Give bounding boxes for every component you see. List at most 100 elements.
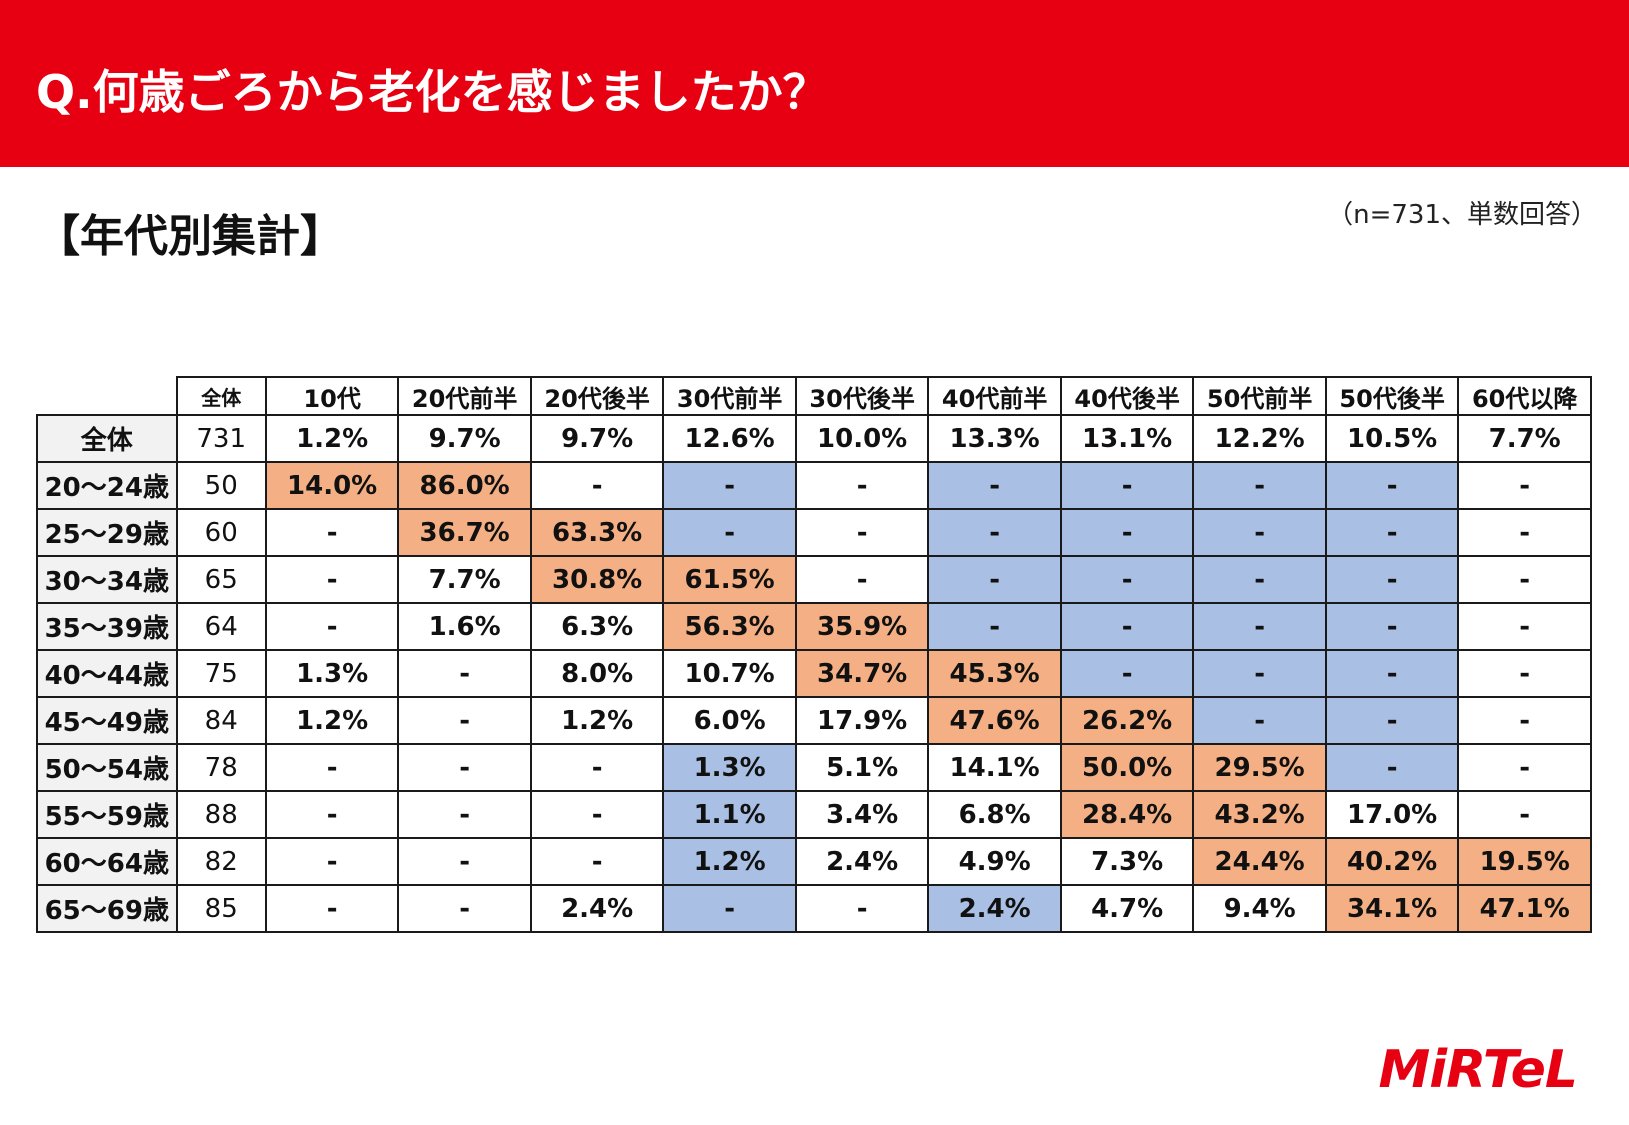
column-header-row: 全体 10代 20代前半 20代後半 30代前半 30代後半 40代前半 40代後半 50代前半… (37, 376, 1592, 416)
value-cell: 1.1% (662, 790, 797, 839)
value-cell: - (264, 602, 400, 651)
sample-count-cell: 75 (175, 649, 267, 698)
column-header: 60代以降 (1457, 376, 1592, 416)
column-header: 40代後半 (1059, 376, 1195, 416)
value-cell: 61.5% (662, 555, 797, 604)
total-row: 全体 731 1.2% 9.7% 9.7% 12.6% 10.0% 13.3% 13.1% 12.… (36, 414, 1592, 463)
value-cell: 12.6% (662, 414, 797, 463)
value-cell: - (1457, 649, 1592, 698)
row-label: 60～64歳 (36, 837, 178, 886)
value-cell: 4.7% (1059, 884, 1195, 933)
value-cell: 4.9% (927, 837, 1062, 886)
sample-count-cell: 82 (175, 837, 267, 886)
value-cell: - (264, 743, 400, 792)
brand-logo: MiRTeL (1378, 1040, 1578, 1100)
value-cell: - (264, 555, 400, 604)
value-cell: - (1324, 649, 1460, 698)
value-cell: 7.3% (1059, 837, 1195, 886)
value-cell: - (397, 790, 532, 839)
value-cell: 13.1% (1059, 414, 1195, 463)
value-cell: - (397, 884, 532, 933)
value-cell: 19.5% (1457, 837, 1592, 886)
value-cell: 40.2% (1324, 837, 1460, 886)
value-cell: 3.4% (794, 790, 930, 839)
value-cell: 10.0% (794, 414, 930, 463)
row-label: 全体 (36, 414, 178, 463)
sample-count-cell: 84 (175, 696, 267, 745)
sample-count-cell: 64 (175, 602, 267, 651)
value-cell: 9.4% (1192, 884, 1327, 933)
value-cell: - (794, 555, 930, 604)
value-cell: - (1457, 743, 1592, 792)
row-label: 20～24歳 (36, 461, 178, 510)
value-cell: 5.1% (794, 743, 930, 792)
value-cell: - (397, 649, 532, 698)
table-row: 50～54歳 78- - -1.3% 5.1% 14.1% 50.0% 29.5% - - (36, 743, 1592, 792)
value-cell: - (264, 884, 400, 933)
column-header: 30代後半 (794, 376, 930, 416)
value-cell: 14.1% (927, 743, 1062, 792)
column-header: 50代前半 (1192, 376, 1327, 416)
value-cell: - (1059, 555, 1195, 604)
table-row: 45～49歳 84 1.2% -1.2% 6.0% 17.9% 47.6% 26.2% - - - (36, 696, 1592, 745)
value-cell: 29.5% (1192, 743, 1327, 792)
value-cell: - (1457, 790, 1592, 839)
value-cell: 1.6% (397, 602, 532, 651)
table-row: 65～69歳 85- -2.4% - -2.4% 4.7% 9.4% 34.1% 47.1% (36, 884, 1592, 933)
sample-count-cell: 85 (175, 884, 267, 933)
value-cell: 47.6% (927, 696, 1062, 745)
value-cell: 34.7% (794, 649, 930, 698)
crosstab-table-container: 全体 10代 20代前半 20代後半 30代前半 30代後半 40代前半 40代後半 50代前半… (36, 376, 1592, 933)
value-cell: - (927, 555, 1062, 604)
section-title: 【年代別集計】 (36, 211, 344, 262)
value-cell: - (397, 696, 532, 745)
value-cell: - (264, 837, 400, 886)
value-cell: - (1192, 696, 1327, 745)
value-cell: - (264, 508, 400, 557)
value-cell: 1.2% (529, 696, 665, 745)
value-cell: - (927, 602, 1062, 651)
value-cell: 2.4% (529, 884, 665, 933)
sample-count-cell: 78 (175, 743, 267, 792)
column-header: 50代後半 (1324, 376, 1460, 416)
table-row: 55～59歳 88- - -1.1% 3.4% 6.8% 28.4% 43.2% 17.0% - (36, 790, 1592, 839)
value-cell: - (1457, 602, 1592, 651)
value-cell: 34.1% (1324, 884, 1460, 933)
value-cell: - (794, 461, 930, 510)
value-cell: - (1457, 461, 1592, 510)
table-row: 60～64歳 82- - -1.2% 2.4% 4.9% 7.3% 24.4% 40.2% 19.… (36, 837, 1592, 886)
row-label: 65～69歳 (36, 884, 178, 933)
table-row: 30～34歳 65-7.7% 30.8% 61.5% - - - - - - (36, 555, 1592, 604)
value-cell: 1.3% (662, 743, 797, 792)
column-header: 40代前半 (927, 376, 1062, 416)
value-cell: - (1192, 508, 1327, 557)
value-cell: - (1324, 508, 1460, 557)
value-cell: - (1192, 555, 1327, 604)
value-cell: - (529, 461, 665, 510)
value-cell: - (1457, 555, 1592, 604)
column-header: 30代前半 (662, 376, 797, 416)
value-cell: 56.3% (662, 602, 797, 651)
row-label: 30～34歳 (36, 555, 178, 604)
value-cell: 45.3% (927, 649, 1062, 698)
value-cell: 7.7% (1457, 414, 1592, 463)
value-cell: - (1324, 602, 1460, 651)
column-header-n: 全体 (175, 376, 267, 416)
value-cell: - (1457, 508, 1592, 557)
value-cell: 1.2% (264, 696, 400, 745)
value-cell: - (1059, 649, 1195, 698)
value-cell: 13.3% (927, 414, 1062, 463)
sample-count-cell: 731 (175, 414, 267, 463)
row-label: 25～29歳 (36, 508, 178, 557)
column-header: 10代 (264, 376, 400, 416)
value-cell: - (1324, 461, 1460, 510)
row-label: 40～44歳 (36, 649, 178, 698)
value-cell: 36.7% (397, 508, 532, 557)
value-cell: 9.7% (397, 414, 532, 463)
value-cell: - (1457, 696, 1592, 745)
value-cell: - (397, 837, 532, 886)
value-cell: 28.4% (1059, 790, 1195, 839)
sample-size-note: （n=731、単数回答） (1327, 200, 1597, 230)
row-label: 35～39歳 (36, 602, 178, 651)
value-cell: - (1324, 555, 1460, 604)
